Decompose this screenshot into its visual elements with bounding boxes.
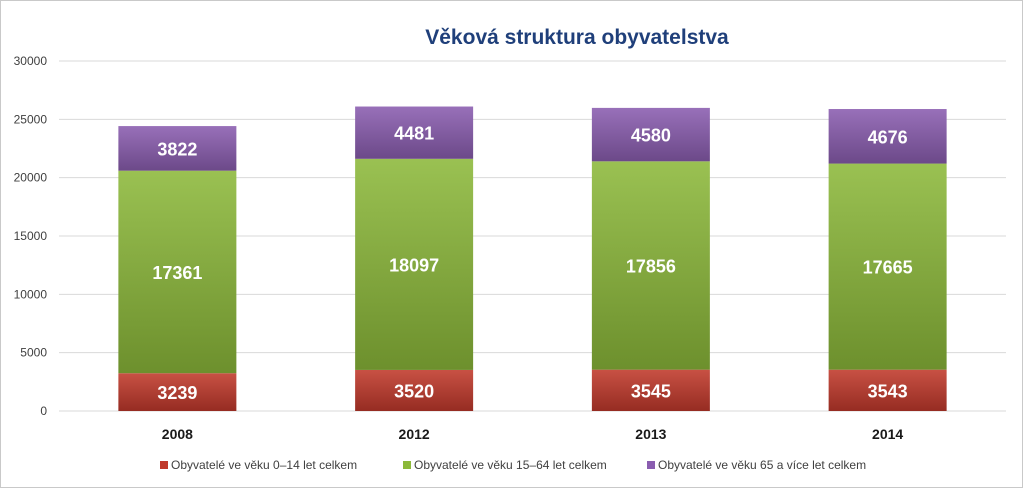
x-tick-label: 2012 bbox=[399, 426, 430, 442]
data-label: 3543 bbox=[868, 381, 908, 401]
legend-swatch bbox=[647, 461, 655, 469]
legend: Obyvatelé ve věku 0–14 let celkem Obyvate… bbox=[160, 458, 866, 472]
bar-segment bbox=[591, 161, 710, 370]
bar-segment bbox=[828, 163, 947, 370]
legend-label: Obyvatelé ve věku 15–64 let celkem bbox=[414, 458, 607, 472]
bar-segment bbox=[591, 107, 710, 162]
data-label: 3822 bbox=[157, 139, 197, 159]
bar-segment bbox=[828, 109, 947, 164]
data-label: 18097 bbox=[389, 255, 439, 275]
bar-segment bbox=[118, 126, 237, 171]
x-tick-label: 2013 bbox=[635, 426, 666, 442]
y-tick-label: 30000 bbox=[14, 54, 48, 68]
chart-title: Věková struktura obyvatelstva bbox=[425, 26, 729, 49]
bars: 3239 17361 3822 3520 18097 4481 3545 17856 4580 3… bbox=[118, 106, 947, 411]
legend-label: Obyvatelé ve věku 0–14 let celkem bbox=[171, 458, 357, 472]
y-axis-ticks: 0 5000 10000 15000 20000 25000 30000 bbox=[14, 54, 48, 418]
bar-segment bbox=[355, 369, 474, 411]
data-label: 17665 bbox=[863, 258, 913, 278]
legend-swatch bbox=[160, 461, 168, 469]
x-tick-label: 2008 bbox=[162, 426, 193, 442]
y-tick-label: 25000 bbox=[14, 112, 48, 126]
data-label: 17856 bbox=[626, 256, 676, 276]
y-tick-label: 0 bbox=[40, 404, 47, 418]
data-label: 4580 bbox=[631, 126, 671, 146]
data-label: 3239 bbox=[157, 383, 197, 403]
y-tick-label: 5000 bbox=[20, 346, 47, 360]
bar-segment bbox=[118, 373, 237, 411]
x-axis-ticks: 2008 2012 2013 2014 bbox=[162, 426, 904, 442]
data-label: 17361 bbox=[152, 263, 202, 283]
x-tick-label: 2014 bbox=[872, 426, 903, 442]
data-label: 3520 bbox=[394, 381, 434, 401]
legend-label: Obyvatelé ve věku 65 a více let celkem bbox=[658, 458, 866, 472]
legend-swatch bbox=[403, 461, 411, 469]
bar-segment bbox=[355, 106, 474, 159]
data-label: 4481 bbox=[394, 124, 434, 144]
y-tick-label: 10000 bbox=[14, 287, 48, 301]
y-tick-label: 20000 bbox=[14, 171, 48, 185]
y-tick-label: 15000 bbox=[14, 229, 48, 243]
bar-segment bbox=[591, 369, 710, 411]
data-label: 4676 bbox=[868, 127, 908, 147]
bar-segment bbox=[828, 369, 947, 411]
bar-segment bbox=[355, 158, 474, 370]
bar-segment bbox=[118, 170, 237, 374]
data-label: 3545 bbox=[631, 381, 671, 401]
